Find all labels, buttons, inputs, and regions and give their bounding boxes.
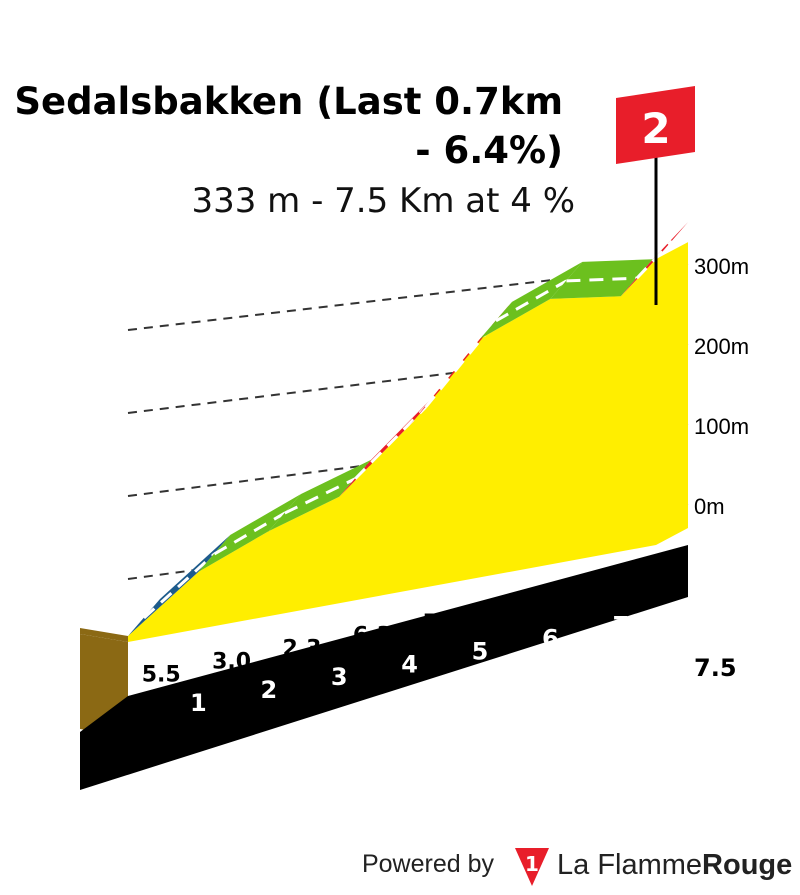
gradient-label: 2.3 — [283, 637, 322, 662]
gradient-label: 6.6 — [617, 575, 656, 600]
flag-banner — [616, 86, 695, 164]
km-label: 4 — [401, 650, 418, 678]
profile-base-slab — [80, 545, 688, 790]
brand-name-bold: Rouge — [702, 849, 792, 881]
profile-start-wall — [80, 628, 128, 642]
profile-fill — [128, 259, 656, 642]
road-centerline — [354, 406, 427, 480]
y-tick-label: 300m — [694, 254, 749, 279]
flamme-rouge-logo-icon: 1 — [515, 848, 549, 886]
km-label: 6 — [542, 624, 559, 652]
gradient-label: 6.3 — [353, 624, 392, 649]
road-centerline — [566, 276, 637, 283]
road-segment — [268, 459, 372, 532]
brand-name: La FlammeRouge — [557, 849, 792, 881]
km-label: 2 — [260, 676, 277, 704]
brand-name-light: La Flamme — [557, 849, 702, 881]
chart-title-line2: - 6.4%) — [415, 129, 563, 172]
gradient-label: 2.9 — [494, 598, 533, 623]
road-centerline — [284, 477, 356, 515]
powered-by-text: Powered by — [362, 850, 495, 878]
km-label: 5 — [472, 637, 489, 665]
km-label: 1 — [190, 689, 207, 717]
category-flag: 2 — [616, 86, 695, 305]
road-segment — [480, 261, 583, 339]
footer: Powered by 1 La FlammeRouge — [362, 848, 792, 886]
road-centerline — [635, 240, 674, 280]
road-centerline — [213, 511, 286, 556]
y-tick-label: 0m — [694, 494, 725, 519]
gradient-label: 5.5 — [142, 663, 181, 688]
chart-title-line1: Sedalsbakken (Last 0.7km — [14, 80, 563, 123]
y-tick-label: 100m — [694, 414, 749, 439]
chart-subtitle: 333 m - 7.5 Km at 4 % — [191, 181, 575, 221]
profile-side-fill — [656, 242, 688, 545]
gradient-label: 7.9 — [423, 611, 462, 636]
labels-layer: 300m 200m 100m 0m 5.5 3.0 2.3 6.3 7.9 2.9 -1.1 6.6 1… — [142, 254, 749, 717]
category-badge: 2 — [641, 104, 670, 153]
y-tick-label: 200m — [694, 334, 749, 359]
gradient-label: -1.1 — [560, 585, 608, 610]
road-centerline — [142, 552, 216, 620]
km-label: 3 — [331, 663, 348, 691]
km-total-label: 7.5 — [694, 654, 737, 682]
profile-layer — [80, 222, 688, 790]
road-segment — [198, 494, 301, 572]
gradient-label: 3.0 — [212, 650, 251, 675]
logo-icon-digit: 1 — [525, 852, 539, 876]
km-label: 7 — [612, 611, 629, 639]
road-centerline — [495, 279, 568, 323]
